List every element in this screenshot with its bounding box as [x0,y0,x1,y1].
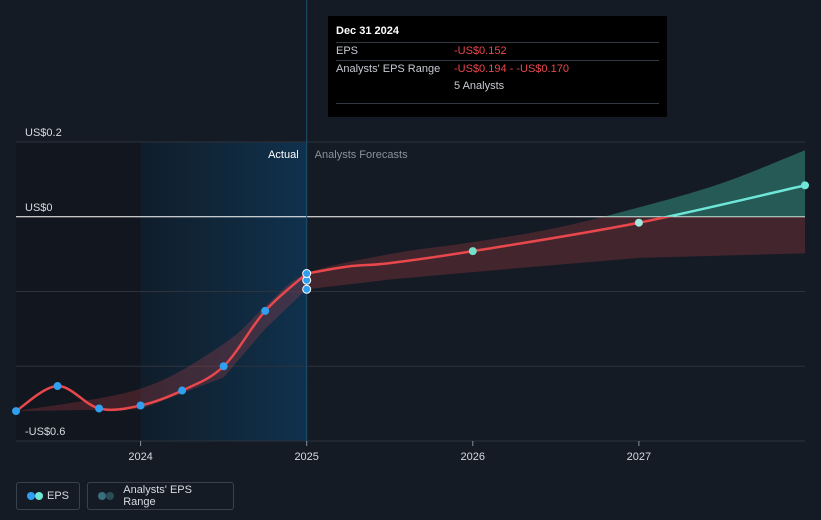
eps-forecast-point [634,218,643,227]
tooltip-range-label: Analysts' EPS Range [336,63,441,75]
eps-actual-point [178,386,187,395]
tooltip-eps-row: EPS -US$0.152 [336,42,659,60]
tooltip-divider [336,103,659,120]
x-axis-ticks: 2024 2025 2026 2027 [128,441,651,463]
range-band-positive [603,150,805,217]
tooltip-range-row: Analysts' EPS Range -US$0.194 - -US$0.17… [336,60,659,78]
eps-range-point [302,284,312,294]
legend-eps-label: EPS [46,490,69,502]
eps-actual-point [12,407,20,416]
y-axis-label: -US$0.6 [25,426,65,438]
range-band-negative [16,216,805,412]
x-tick-label: 2026 [461,451,485,463]
x-tick-label: 2027 [627,451,651,463]
tooltip-range-value: -US$0.194 - -US$0.170 [454,63,569,75]
eps-latest-point [302,269,312,279]
legend-range-label: Analysts' EPS Range [123,484,192,508]
eps-actual-point [95,404,104,413]
eps-actual-point [261,306,270,315]
eps-range-band [16,150,805,412]
actual-label: Actual [268,149,299,161]
gridlines [16,0,805,442]
tooltip-date: Dec 31 2024 [336,25,399,37]
tooltip-analysts: 5 Analysts [454,80,505,92]
eps-actual-point [219,362,228,371]
eps-actual-point [53,382,62,391]
eps-actual-point [136,401,145,410]
x-tick-label: 2024 [128,451,152,463]
legend-range[interactable]: Analysts' EPS Range [87,482,234,510]
y-axis-label: US$0 [25,202,53,214]
y-axis-label: US$0.2 [25,127,62,139]
x-tick-label: 2025 [294,451,318,463]
range-legend-icon [98,492,115,500]
tooltip: Dec 31 2024 EPS -US$0.152 Analysts' EPS … [328,16,667,117]
forecast-label: Analysts Forecasts [315,149,408,161]
y-axis-labels: US$0.2 US$0 -US$0.6 [25,127,65,438]
eps-actual-line [15,272,308,413]
eps-forecast-line-positive [661,184,806,217]
eps-forecast-point [468,247,477,256]
legend-eps[interactable]: EPS [16,482,80,510]
tooltip-eps-label: EPS [336,45,359,57]
tooltip-eps-value: -US$0.152 [454,45,507,57]
eps-forecast-point [801,181,809,190]
eps-legend-icon [27,492,43,500]
eps-points [12,181,809,416]
tooltip-analysts-row: 5 Analysts [336,78,659,95]
